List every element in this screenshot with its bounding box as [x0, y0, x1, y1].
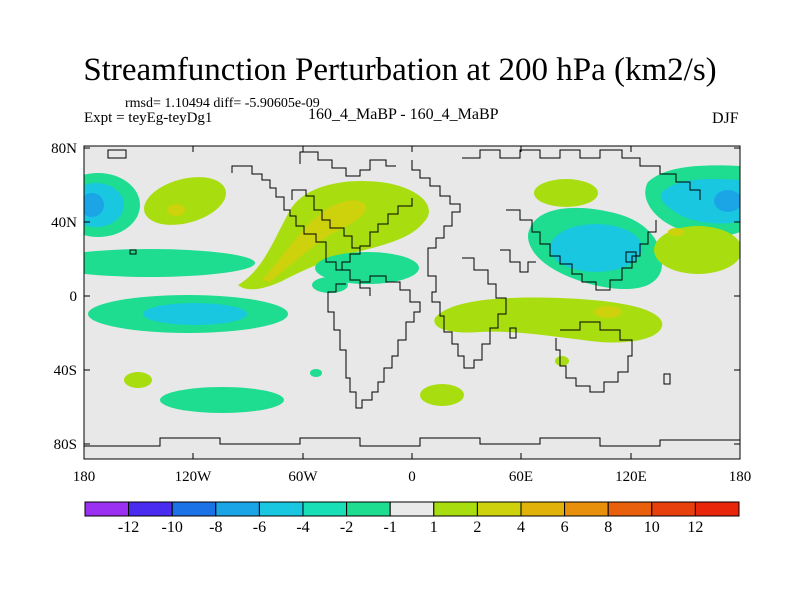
- contour-na-arc-core: [262, 200, 367, 282]
- colorbar-box-8: [389, 501, 435, 517]
- contour-eurasia-green: [534, 179, 598, 207]
- colorbar-label-2: 2: [473, 519, 481, 536]
- coast-antarctica: [84, 437, 740, 447]
- coastlines: [84, 149, 740, 447]
- coast-africa: [427, 256, 507, 369]
- contour-spot-africa: [420, 384, 464, 406]
- contour-asia-inner: [550, 224, 642, 272]
- lon-labels: 180 120W 60W 0 60E 120E 180: [73, 469, 752, 485]
- colorbar-label-m10: -10: [162, 519, 183, 536]
- colorbar-box-9: [433, 501, 478, 517]
- coast-madagascar: [509, 327, 517, 339]
- lon-label-180w: 180: [73, 469, 96, 485]
- coast-hawaii: [129, 249, 137, 255]
- lat-label-40n: 40N: [51, 215, 77, 231]
- lon-label-120e: 120E: [615, 469, 647, 485]
- coast-north-america-2: [291, 189, 360, 249]
- colorbar-box-11: [520, 501, 566, 517]
- contour-spac-inner: [143, 303, 247, 325]
- contour-west-core: [84, 193, 104, 217]
- colorbar-label-10: 10: [644, 519, 660, 536]
- lat-label-0: 0: [70, 289, 78, 305]
- colorbar-label-m12: -12: [118, 519, 139, 536]
- coast-north-america: [231, 165, 413, 271]
- lat-labels: 80N 40N 0 40S 80S: [51, 141, 77, 453]
- contour-spot-sa: [555, 356, 569, 366]
- lon-label-120w: 120W: [175, 469, 213, 485]
- contour-io-core: [594, 306, 622, 318]
- coast-asia-south: [506, 209, 657, 291]
- coast-south-america: [327, 275, 421, 409]
- colorbar-label-m4: -4: [296, 519, 309, 536]
- lat-label-80n: 80N: [51, 141, 77, 157]
- coast-central-america: [342, 269, 371, 296]
- lat-tick-marks: [84, 147, 740, 445]
- contour-fields: [84, 165, 740, 413]
- colorbar-box-13: [607, 501, 653, 517]
- colorbar-label-12: 12: [687, 519, 703, 536]
- colorbar-box-7: [346, 501, 391, 517]
- contour-ep-trop: [654, 226, 740, 274]
- lon-label-180e: 180: [729, 469, 752, 485]
- colorbar-label-m1: -1: [384, 519, 397, 536]
- contour-nep-core: [714, 190, 740, 212]
- case-label: 160_4_MaBP - 160_4_MaBP: [308, 106, 499, 123]
- colorbar-box-4: [215, 501, 260, 517]
- colorbar-box-6: [302, 501, 348, 517]
- map-title: Streamfunction Perturbation at 200 hPa (…: [83, 52, 717, 88]
- lon-tick-marks: [192, 146, 632, 459]
- lon-label-60e: 60E: [509, 469, 533, 485]
- colorbar-label-1: 1: [430, 519, 438, 536]
- contour-trop-west: [84, 249, 255, 277]
- lon-label-0: 0: [408, 469, 416, 485]
- contour-sp-spot1: [124, 372, 152, 388]
- coast-nz: [663, 373, 671, 385]
- lon-label-60w: 60W: [288, 469, 318, 485]
- colorbar-box-15: [694, 501, 740, 517]
- lat-label-80s: 80S: [54, 437, 77, 453]
- season-label: DJF: [712, 110, 739, 127]
- colorbar-label-m2: -2: [340, 519, 353, 536]
- colorbar-label-4: 4: [517, 519, 525, 536]
- coast-asia: [462, 149, 701, 200]
- coast-arctic-islands: [299, 151, 396, 177]
- contour-npac-core: [167, 204, 185, 216]
- contour-nep-inner: [660, 179, 740, 224]
- colorbar: [84, 501, 740, 517]
- contour-npac: [144, 177, 226, 225]
- lat-label-40s: 40S: [54, 363, 77, 379]
- coast-europe: [411, 160, 461, 256]
- colorbar-label-6: 6: [561, 519, 569, 536]
- contour-ep-core: [668, 228, 684, 236]
- coast-arabia: [500, 249, 536, 273]
- colorbar-label-8: 8: [604, 519, 612, 536]
- colorbar-box-3: [171, 501, 217, 517]
- colorbar-box-5: [258, 501, 304, 517]
- colorbar-box-1: [84, 501, 130, 517]
- colorbar-label-m8: -8: [209, 519, 222, 536]
- contour-sp-spot2: [310, 369, 322, 377]
- coast-australia: [555, 321, 633, 393]
- colorbar-box-14: [651, 501, 696, 517]
- stats-label: rmsd= 1.10494 diff= -5.90605e-09: [125, 96, 320, 111]
- experiment-label: Expt = teyEg-teyDg1: [84, 110, 213, 126]
- colorbar-box-12: [564, 501, 609, 517]
- coast-japan: [625, 251, 637, 263]
- contour-atl-tail: [312, 277, 348, 293]
- colorbar-label-m6: -6: [253, 519, 266, 536]
- contour-atl: [315, 252, 419, 284]
- colorbar-box-2: [128, 501, 173, 517]
- coast-greenland-cap: [107, 149, 127, 159]
- colorbar-box-10: [476, 501, 522, 517]
- contour-sp-band: [160, 387, 284, 413]
- colorbar-labels: -12 -10 -8 -6 -4 -2 -1 1 2 4 6 8 10 12: [118, 519, 703, 536]
